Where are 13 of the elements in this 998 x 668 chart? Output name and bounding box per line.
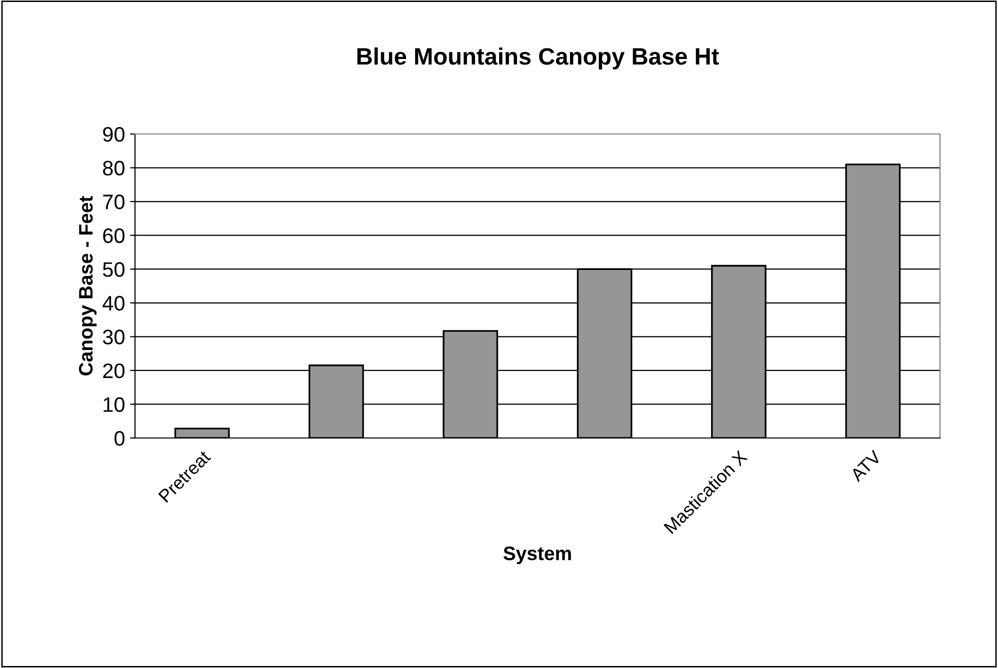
y-tick-label: 50 — [102, 262, 124, 277]
chart-title: Blue Mountains Canopy Base Ht — [357, 47, 719, 70]
y-tick-label: 30 — [102, 330, 124, 344]
y-tick-label: 10 — [104, 397, 124, 412]
y-axis-title: Canopy Base - Feet — [78, 196, 97, 376]
y-tick-label: 0 — [114, 431, 124, 446]
x-axis-title: System — [503, 546, 571, 564]
y-tick-label: 60 — [103, 228, 124, 244]
y-tick-label: 20 — [103, 363, 124, 378]
y-tick-label: 40 — [102, 296, 124, 311]
y-tick-label: 70 — [103, 194, 124, 210]
y-tick-label: 80 — [103, 160, 124, 176]
y-tick-label: 90 — [103, 127, 124, 142]
